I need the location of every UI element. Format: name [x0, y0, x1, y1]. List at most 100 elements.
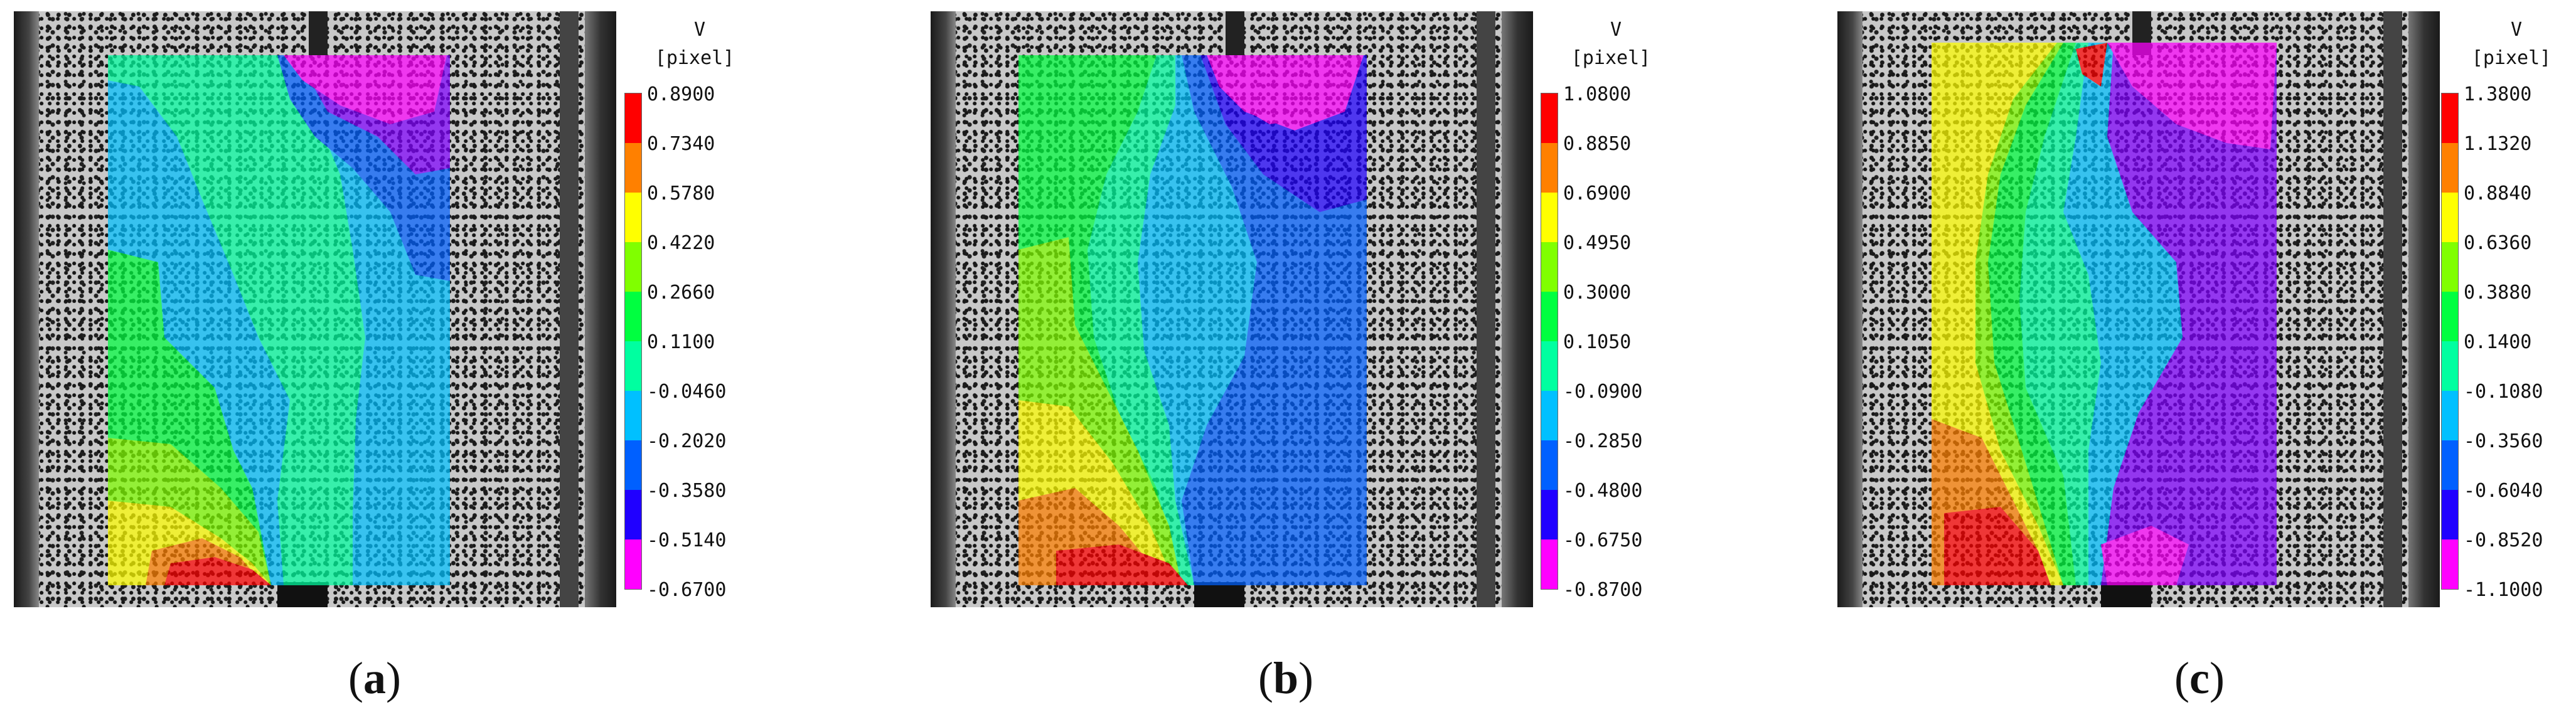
legend-tick: -0.6040	[2464, 480, 2543, 502]
frame-notch-bottom	[277, 582, 328, 607]
legend-a: V [pixel] 0.8900 0.7340 0.5780 0.4220 0.…	[624, 13, 769, 608]
legend-tick: 0.1400	[2464, 331, 2532, 353]
color-swatch	[2442, 490, 2458, 539]
color-bar	[2441, 93, 2459, 590]
frame-notch-top	[1226, 11, 1244, 55]
caption-close: )	[1298, 653, 1314, 703]
legend-unit: [pixel]	[2471, 47, 2552, 69]
color-swatch	[2442, 341, 2458, 391]
frame-gap	[1477, 11, 1495, 607]
color-swatch	[1541, 93, 1558, 143]
legend-tick: -0.8700	[1563, 579, 1643, 601]
frame-right	[2408, 11, 2440, 607]
legend-tick: 0.8850	[1563, 133, 1632, 155]
caption-open: (	[2174, 653, 2189, 703]
panel-b: V [pixel] 1.0800 0.8850 0.6900 0.4950 0.…	[916, 0, 1688, 717]
legend-unit: [pixel]	[1571, 47, 1651, 69]
frame-gap	[2383, 11, 2402, 607]
legend-tick: -1.1000	[2464, 579, 2543, 601]
color-swatch	[2442, 143, 2458, 193]
color-swatch	[2442, 193, 2458, 242]
legend-b: V [pixel] 1.0800 0.8850 0.6900 0.4950 0.…	[1541, 13, 1685, 608]
legend-tick: 0.1050	[1563, 331, 1632, 353]
color-swatch	[1541, 490, 1558, 539]
color-swatch	[1541, 440, 1558, 490]
frame-left	[931, 11, 956, 607]
legend-tick: 0.6360	[2464, 232, 2532, 254]
legend-title: V	[1610, 19, 1622, 41]
legend-tick: 1.1320	[2464, 133, 2532, 155]
color-swatch	[1541, 539, 1558, 589]
legend-tick: 0.8900	[647, 83, 715, 105]
color-swatch	[625, 242, 641, 292]
color-swatch	[625, 391, 641, 440]
specimen-photo-a	[14, 11, 616, 607]
legend-tick: 0.4950	[1563, 232, 1632, 254]
legend-tick: -0.3580	[647, 480, 727, 502]
caption-close: )	[2209, 653, 2225, 703]
caption-letter: b	[1273, 653, 1299, 703]
specimen-photo-c	[1837, 11, 2440, 607]
legend-tick: -0.1080	[2464, 381, 2543, 403]
legend-tick: -0.8520	[2464, 529, 2543, 551]
color-swatch	[2442, 440, 2458, 490]
frame-notch-bottom	[2101, 582, 2151, 607]
legend-title: V	[693, 19, 706, 41]
legend-tick: 0.6900	[1563, 183, 1632, 204]
legend-tick: -0.5140	[647, 529, 727, 551]
color-swatch	[2442, 93, 2458, 143]
color-swatch	[625, 440, 641, 490]
legend-tick: 0.2660	[647, 282, 715, 304]
caption-open: (	[1258, 653, 1273, 703]
color-swatch	[625, 193, 641, 242]
panel-c: V [pixel] 1.3800 1.1320 0.8840 0.6360 0.…	[1820, 0, 2576, 717]
caption-letter: c	[2189, 653, 2210, 703]
legend-tick: -0.2850	[1563, 430, 1643, 452]
panel-a: V [pixel] 0.8900 0.7340 0.5780 0.4220 0.…	[0, 0, 772, 717]
frame-left	[14, 11, 39, 607]
color-swatch	[625, 539, 641, 589]
caption-b: (b)	[1258, 652, 1313, 704]
displacement-contour-b	[1018, 55, 1367, 585]
legend-tick: -0.6700	[647, 579, 727, 601]
frame-right	[585, 11, 616, 607]
legend-tick: 0.4220	[647, 232, 715, 254]
caption-letter: a	[363, 653, 386, 703]
caption-close: )	[385, 653, 401, 703]
legend-tick: -0.4800	[1563, 480, 1643, 502]
legend-tick: 0.5780	[647, 183, 715, 204]
frame-notch-bottom	[1194, 582, 1244, 607]
legend-tick: 0.1100	[647, 331, 715, 353]
color-swatch	[625, 292, 641, 341]
color-swatch	[2442, 391, 2458, 440]
displacement-contour-a	[108, 55, 450, 585]
color-bar	[624, 93, 642, 590]
color-swatch	[2442, 292, 2458, 341]
legend-tick: 0.7340	[647, 133, 715, 155]
legend-tick: 1.3800	[2464, 83, 2532, 105]
color-swatch	[1541, 341, 1558, 391]
legend-tick: -0.6750	[1563, 529, 1643, 551]
caption-c: (c)	[2174, 652, 2225, 704]
legend-tick: -0.0900	[1563, 381, 1643, 403]
legend-tick: 1.0800	[1563, 83, 1632, 105]
color-bar	[1541, 93, 1558, 590]
legend-tick: -0.2020	[647, 430, 727, 452]
legend-tick: 0.3880	[2464, 282, 2532, 304]
legend-tick: -0.0460	[647, 381, 727, 403]
color-swatch	[625, 93, 641, 143]
caption-a: (a)	[348, 652, 401, 704]
legend-title: V	[2510, 19, 2523, 41]
caption-open: (	[348, 653, 363, 703]
color-swatch	[1541, 391, 1558, 440]
legend-tick: 0.8840	[2464, 183, 2532, 204]
frame-right	[1502, 11, 1533, 607]
color-swatch	[1541, 193, 1558, 242]
displacement-contour-c	[1932, 43, 2277, 585]
color-swatch	[2442, 242, 2458, 292]
color-swatch	[625, 341, 641, 391]
specimen-photo-b	[931, 11, 1533, 607]
legend-tick: -0.3560	[2464, 430, 2543, 452]
legend-unit: [pixel]	[655, 47, 735, 69]
color-swatch	[2442, 539, 2458, 589]
